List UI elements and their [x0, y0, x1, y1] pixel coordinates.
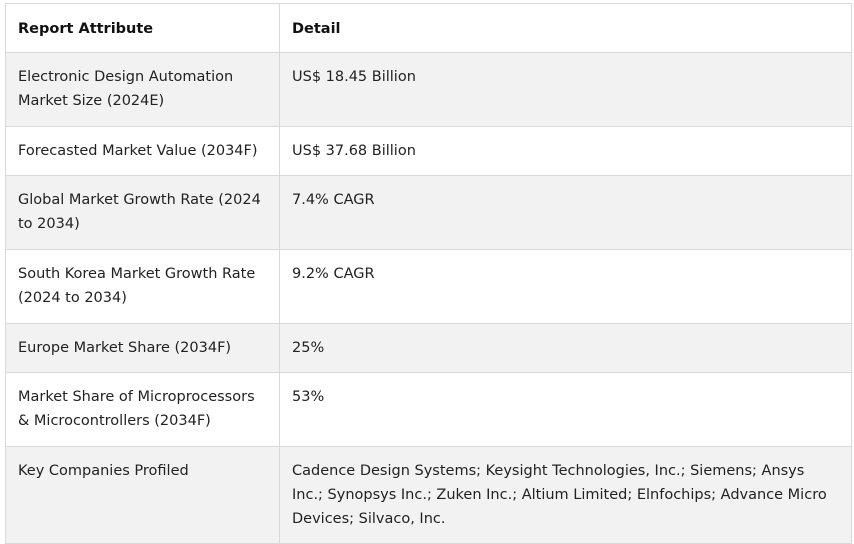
- table-header-row: Report Attribute Detail: [5, 3, 852, 53]
- attribute-cell: South Korea Market Growth Rate (2024 to …: [5, 249, 280, 324]
- header-detail: Detail: [279, 3, 852, 53]
- table-row: Market Share of Microprocessors & Microc…: [5, 372, 852, 447]
- attribute-cell: Market Share of Microprocessors & Microc…: [5, 372, 280, 447]
- table-row: Global Market Growth Rate (2024 to 2034)…: [5, 175, 852, 250]
- attribute-cell: Global Market Growth Rate (2024 to 2034): [5, 175, 280, 250]
- detail-cell: 53%: [279, 372, 852, 447]
- table-row: South Korea Market Growth Rate (2024 to …: [5, 249, 852, 324]
- report-attributes-table-container: Report Attribute Detail Electronic Desig…: [5, 3, 852, 544]
- detail-cell: 9.2% CAGR: [279, 249, 852, 324]
- attribute-cell: Forecasted Market Value (2034F): [5, 126, 280, 176]
- detail-cell: Cadence Design Systems; Keysight Technol…: [279, 446, 852, 544]
- detail-cell: US$ 37.68 Billion: [279, 126, 852, 176]
- attribute-cell: Key Companies Profiled: [5, 446, 280, 544]
- table-row: Europe Market Share (2034F) 25%: [5, 323, 852, 373]
- header-report-attribute: Report Attribute: [5, 3, 280, 53]
- attribute-cell: Europe Market Share (2034F): [5, 323, 280, 373]
- table-row: Electronic Design Automation Market Size…: [5, 52, 852, 127]
- detail-cell: US$ 18.45 Billion: [279, 52, 852, 127]
- table-row: Key Companies Profiled Cadence Design Sy…: [5, 446, 852, 544]
- detail-cell: 7.4% CAGR: [279, 175, 852, 250]
- report-attributes-table: Report Attribute Detail Electronic Desig…: [5, 3, 852, 544]
- attribute-cell: Electronic Design Automation Market Size…: [5, 52, 280, 127]
- detail-cell: 25%: [279, 323, 852, 373]
- table-row: Forecasted Market Value (2034F) US$ 37.6…: [5, 126, 852, 176]
